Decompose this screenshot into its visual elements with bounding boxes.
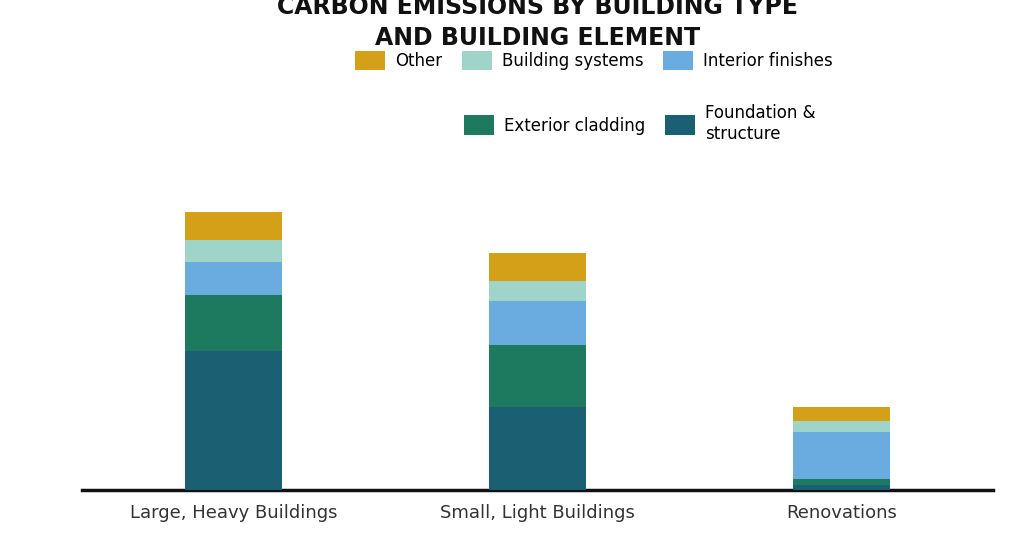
- Bar: [793, 432, 890, 479]
- Bar: [489, 281, 586, 301]
- Bar: [185, 212, 283, 240]
- Bar: [793, 407, 890, 421]
- Bar: [489, 301, 586, 345]
- Title: CARBON EMISSIONS BY BUILDING TYPE
AND BUILDING ELEMENT: CARBON EMISSIONS BY BUILDING TYPE AND BU…: [278, 0, 798, 50]
- Bar: [793, 479, 890, 485]
- Bar: [185, 240, 283, 262]
- Legend: Other, Building systems, Interior finishes: Other, Building systems, Interior finish…: [348, 45, 840, 77]
- Legend: Exterior cladding, Foundation &
structure: Exterior cladding, Foundation & structur…: [458, 97, 822, 150]
- Bar: [185, 351, 283, 490]
- Bar: [489, 345, 586, 407]
- Bar: [185, 262, 283, 295]
- Bar: [489, 253, 586, 281]
- Bar: [793, 485, 890, 490]
- Bar: [185, 295, 283, 351]
- Bar: [489, 407, 586, 490]
- Bar: [793, 421, 890, 432]
